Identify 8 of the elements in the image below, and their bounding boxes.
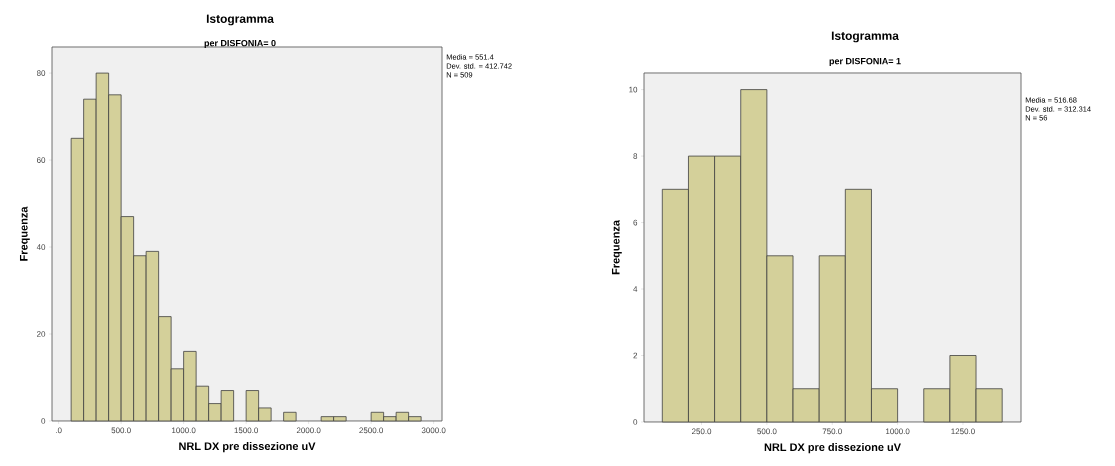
x-axis-title: NRL DX pre dissezione uV [764,442,901,454]
chart-subtitle: per DISFONIA= 0 [204,39,276,49]
chart-title: Istogramma [206,14,274,26]
chart-subtitle: per DISFONIA= 1 [829,57,901,67]
x-axis-title: NRL DX pre dissezione uV [179,441,316,453]
chart-title: Istogramma [831,31,899,43]
y-axis-title: Frequenza [611,220,622,275]
y-axis-title: Frequenza [19,206,30,261]
